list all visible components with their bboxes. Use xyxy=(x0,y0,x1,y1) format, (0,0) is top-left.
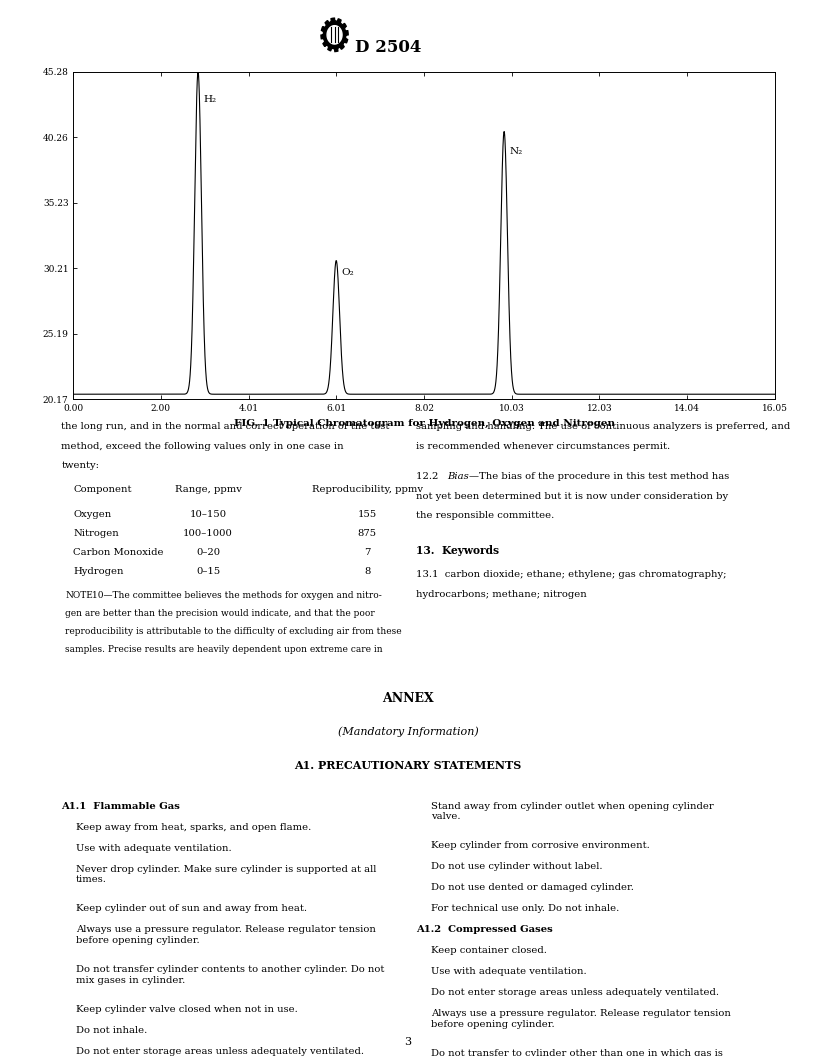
Text: For technical use only. Do not inhale.: For technical use only. Do not inhale. xyxy=(431,904,619,913)
Text: Hydrogen: Hydrogen xyxy=(73,567,124,576)
Text: the responsible committee.: the responsible committee. xyxy=(416,511,554,521)
Text: ANNEX: ANNEX xyxy=(382,692,434,704)
Text: 8: 8 xyxy=(364,567,370,576)
Text: Keep cylinder from corrosive environment.: Keep cylinder from corrosive environment… xyxy=(431,842,650,850)
Text: gen are better than the precision would indicate, and that the poor: gen are better than the precision would … xyxy=(65,609,375,618)
Text: Keep cylinder out of sun and away from heat.: Keep cylinder out of sun and away from h… xyxy=(76,904,307,913)
Text: 155: 155 xyxy=(357,510,377,518)
Polygon shape xyxy=(327,25,342,44)
Text: samples. Precise results are heavily dependent upon extreme care in: samples. Precise results are heavily dep… xyxy=(65,645,383,655)
Text: Keep cylinder valve closed when not in use.: Keep cylinder valve closed when not in u… xyxy=(76,1005,298,1015)
Text: is recommended whenever circumstances permit.: is recommended whenever circumstances pe… xyxy=(416,441,670,451)
Text: hydrocarbons; methane; nitrogen: hydrocarbons; methane; nitrogen xyxy=(416,589,587,599)
Text: 13.  Keywords: 13. Keywords xyxy=(416,545,499,557)
Text: 12.2: 12.2 xyxy=(416,472,445,482)
Text: Do not transfer to cylinder other than one in which gas is
received. Do not mix : Do not transfer to cylinder other than o… xyxy=(431,1050,723,1056)
Text: Do not enter storage areas unless adequately ventilated.: Do not enter storage areas unless adequa… xyxy=(431,988,719,998)
Text: Do not use dented or damaged cylinder.: Do not use dented or damaged cylinder. xyxy=(431,884,634,892)
Text: Never drop cylinder. Make sure cylinder is supported at all
times.: Never drop cylinder. Make sure cylinder … xyxy=(76,865,376,884)
Text: Do not transfer cylinder contents to another cylinder. Do not
mix gases in cylin: Do not transfer cylinder contents to ano… xyxy=(76,965,384,985)
X-axis label: FIG. 1 Typical Chromatogram for Hydrogen, Oxygen and Nitrogen: FIG. 1 Typical Chromatogram for Hydrogen… xyxy=(234,418,614,428)
Text: sampling and handling. The use of continuous analyzers is preferred, and: sampling and handling. The use of contin… xyxy=(416,422,791,432)
Text: —The bias of the procedure in this test method has: —The bias of the procedure in this test … xyxy=(469,472,730,482)
Text: Do not inhale.: Do not inhale. xyxy=(76,1026,147,1035)
Text: not yet been determined but it is now under consideration by: not yet been determined but it is now un… xyxy=(416,492,729,501)
Text: 10—The committee believes the methods for oxygen and nitro-: 10—The committee believes the methods fo… xyxy=(92,591,382,600)
Text: Reproducibility, ppmv: Reproducibility, ppmv xyxy=(312,485,423,494)
Text: D 2504: D 2504 xyxy=(355,39,421,56)
Text: NOTE: NOTE xyxy=(65,591,93,600)
Text: Keep away from heat, sparks, and open flame.: Keep away from heat, sparks, and open fl… xyxy=(76,823,311,831)
Text: Bias: Bias xyxy=(447,472,469,482)
Text: Do not enter storage areas unless adequately ventilated.: Do not enter storage areas unless adequa… xyxy=(76,1048,364,1056)
Text: Use with adequate ventilation.: Use with adequate ventilation. xyxy=(431,967,587,977)
Text: N₂: N₂ xyxy=(509,147,522,156)
Text: 3: 3 xyxy=(405,1037,411,1046)
Text: 875: 875 xyxy=(357,529,377,538)
Text: the long run, and in the normal and correct operation of the test: the long run, and in the normal and corr… xyxy=(61,422,389,432)
Text: (Mandatory Information): (Mandatory Information) xyxy=(338,727,478,737)
Text: Nitrogen: Nitrogen xyxy=(73,529,119,538)
Text: Do not use cylinder without label.: Do not use cylinder without label. xyxy=(431,863,602,871)
Text: Always use a pressure regulator. Release regulator tension
before opening cylind: Always use a pressure regulator. Release… xyxy=(431,1010,730,1029)
Text: 100–1000: 100–1000 xyxy=(183,529,233,538)
Text: Carbon Monoxide: Carbon Monoxide xyxy=(73,548,164,557)
Text: A1.1  Flammable Gas: A1.1 Flammable Gas xyxy=(61,802,180,811)
Text: twenty:: twenty: xyxy=(61,461,100,470)
Text: reproducibility is attributable to the difficulty of excluding air from these: reproducibility is attributable to the d… xyxy=(65,627,402,636)
Text: 10–150: 10–150 xyxy=(189,510,227,518)
Text: method, exceed the following values only in one case in: method, exceed the following values only… xyxy=(61,441,344,451)
Text: Keep container closed.: Keep container closed. xyxy=(431,946,547,956)
Text: Range, ppmv: Range, ppmv xyxy=(175,485,242,494)
Text: A1.2  Compressed Gases: A1.2 Compressed Gases xyxy=(416,925,553,935)
Text: 0–15: 0–15 xyxy=(196,567,220,576)
Text: A1. PRECAUTIONARY STATEMENTS: A1. PRECAUTIONARY STATEMENTS xyxy=(295,760,521,771)
Text: 0–20: 0–20 xyxy=(196,548,220,557)
Text: 7: 7 xyxy=(364,548,370,557)
Text: H₂: H₂ xyxy=(203,95,216,103)
Text: Always use a pressure regulator. Release regulator tension
before opening cylind: Always use a pressure regulator. Release… xyxy=(76,925,375,945)
Text: O₂: O₂ xyxy=(341,268,354,278)
Polygon shape xyxy=(321,18,348,52)
Text: Component: Component xyxy=(73,485,132,494)
Text: 13.1  carbon dioxide; ethane; ethylene; gas chromatography;: 13.1 carbon dioxide; ethane; ethylene; g… xyxy=(416,570,727,579)
Text: Stand away from cylinder outlet when opening cylinder
valve.: Stand away from cylinder outlet when ope… xyxy=(431,802,714,821)
Text: Oxygen: Oxygen xyxy=(73,510,112,518)
Text: Use with adequate ventilation.: Use with adequate ventilation. xyxy=(76,844,232,852)
